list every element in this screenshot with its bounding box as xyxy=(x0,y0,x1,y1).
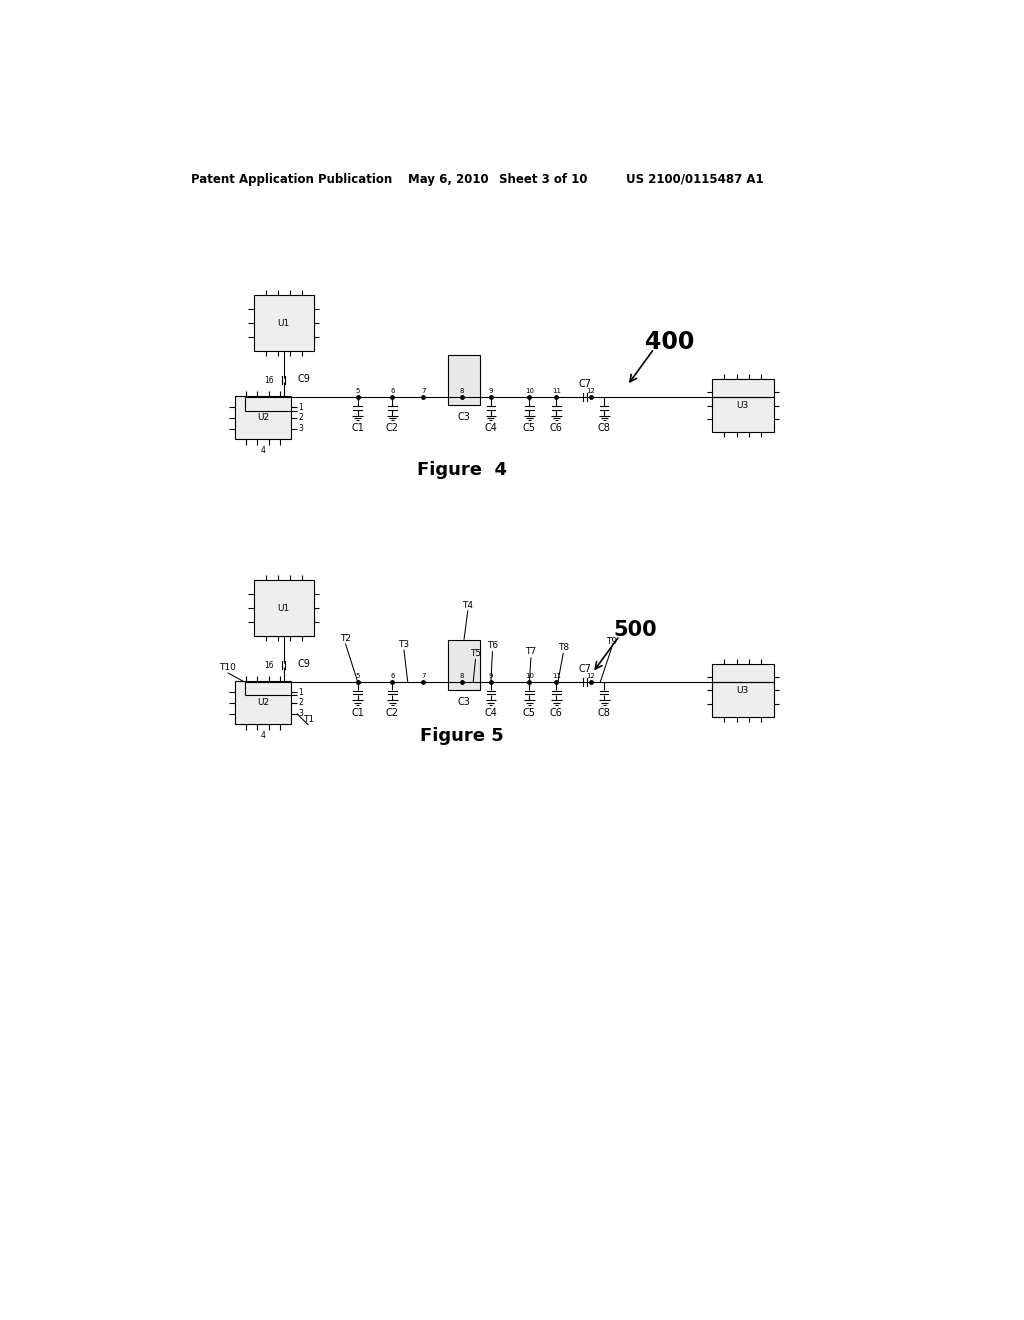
Text: U1: U1 xyxy=(278,318,290,327)
Text: 10: 10 xyxy=(525,388,534,393)
Text: 500: 500 xyxy=(613,619,656,640)
Text: 6: 6 xyxy=(390,673,394,678)
Bar xyxy=(712,379,773,432)
Text: T9: T9 xyxy=(606,638,617,647)
Text: C4: C4 xyxy=(484,422,498,433)
Text: Sheet 3 of 10: Sheet 3 of 10 xyxy=(499,173,587,186)
Text: T2: T2 xyxy=(340,634,351,643)
Text: C3: C3 xyxy=(458,412,470,422)
Text: T5: T5 xyxy=(470,649,481,657)
Text: US 2100/0115487 A1: US 2100/0115487 A1 xyxy=(626,173,763,186)
Bar xyxy=(447,640,480,689)
Text: 4: 4 xyxy=(260,731,265,739)
Text: C8: C8 xyxy=(598,422,610,433)
Text: T6: T6 xyxy=(486,642,498,651)
Text: May 6, 2010: May 6, 2010 xyxy=(408,173,488,186)
Text: U2: U2 xyxy=(257,413,269,422)
Text: C8: C8 xyxy=(598,708,610,718)
Text: 1: 1 xyxy=(298,688,303,697)
Text: C1: C1 xyxy=(351,708,365,718)
Text: 9: 9 xyxy=(488,388,494,393)
Text: 8: 8 xyxy=(460,673,464,678)
Text: C7: C7 xyxy=(579,664,592,675)
Text: 11: 11 xyxy=(552,673,561,678)
Text: 9: 9 xyxy=(488,673,494,678)
Text: 5: 5 xyxy=(355,673,359,678)
Text: C6: C6 xyxy=(550,708,563,718)
Text: C2: C2 xyxy=(386,422,399,433)
Text: T10: T10 xyxy=(219,663,236,672)
Text: T8: T8 xyxy=(558,643,569,652)
Text: Patent Application Publication: Patent Application Publication xyxy=(190,173,392,186)
Text: U2: U2 xyxy=(257,698,269,708)
Text: 4: 4 xyxy=(260,446,265,454)
Text: T7: T7 xyxy=(525,648,537,656)
Bar xyxy=(254,296,313,351)
Text: 11: 11 xyxy=(552,388,561,393)
Text: Figure  4: Figure 4 xyxy=(417,461,507,479)
Text: 10: 10 xyxy=(525,673,534,678)
Text: 3: 3 xyxy=(298,709,303,718)
Text: Figure 5: Figure 5 xyxy=(420,727,504,744)
Text: C4: C4 xyxy=(484,708,498,718)
Bar xyxy=(447,355,480,405)
Text: C7: C7 xyxy=(579,379,592,389)
Text: 7: 7 xyxy=(421,673,425,678)
Text: C6: C6 xyxy=(550,422,563,433)
Text: C2: C2 xyxy=(386,708,399,718)
Text: U3: U3 xyxy=(736,686,749,694)
Bar xyxy=(234,396,292,440)
Text: 8: 8 xyxy=(460,388,464,393)
Text: C5: C5 xyxy=(523,422,536,433)
Bar xyxy=(234,681,292,725)
Text: 16: 16 xyxy=(264,376,273,384)
Text: 6: 6 xyxy=(390,388,394,393)
Text: 12: 12 xyxy=(587,673,596,678)
Text: 400: 400 xyxy=(645,330,694,354)
Text: T1: T1 xyxy=(303,715,314,725)
Text: 16: 16 xyxy=(264,660,273,669)
Text: C5: C5 xyxy=(523,708,536,718)
Text: 2: 2 xyxy=(298,413,303,422)
Text: U3: U3 xyxy=(736,401,749,411)
Text: 1: 1 xyxy=(298,403,303,412)
Text: C1: C1 xyxy=(351,422,365,433)
Text: 5: 5 xyxy=(355,388,359,393)
Text: 12: 12 xyxy=(587,388,596,393)
Text: 3: 3 xyxy=(298,424,303,433)
Text: U1: U1 xyxy=(278,603,290,612)
Text: 7: 7 xyxy=(421,388,425,393)
Text: C3: C3 xyxy=(458,697,470,708)
Text: C9: C9 xyxy=(298,659,310,669)
Bar xyxy=(712,664,773,717)
Text: 2: 2 xyxy=(298,698,303,708)
Text: T3: T3 xyxy=(398,640,410,648)
Text: T4: T4 xyxy=(462,601,473,610)
Text: C9: C9 xyxy=(298,375,310,384)
Bar xyxy=(254,581,313,636)
